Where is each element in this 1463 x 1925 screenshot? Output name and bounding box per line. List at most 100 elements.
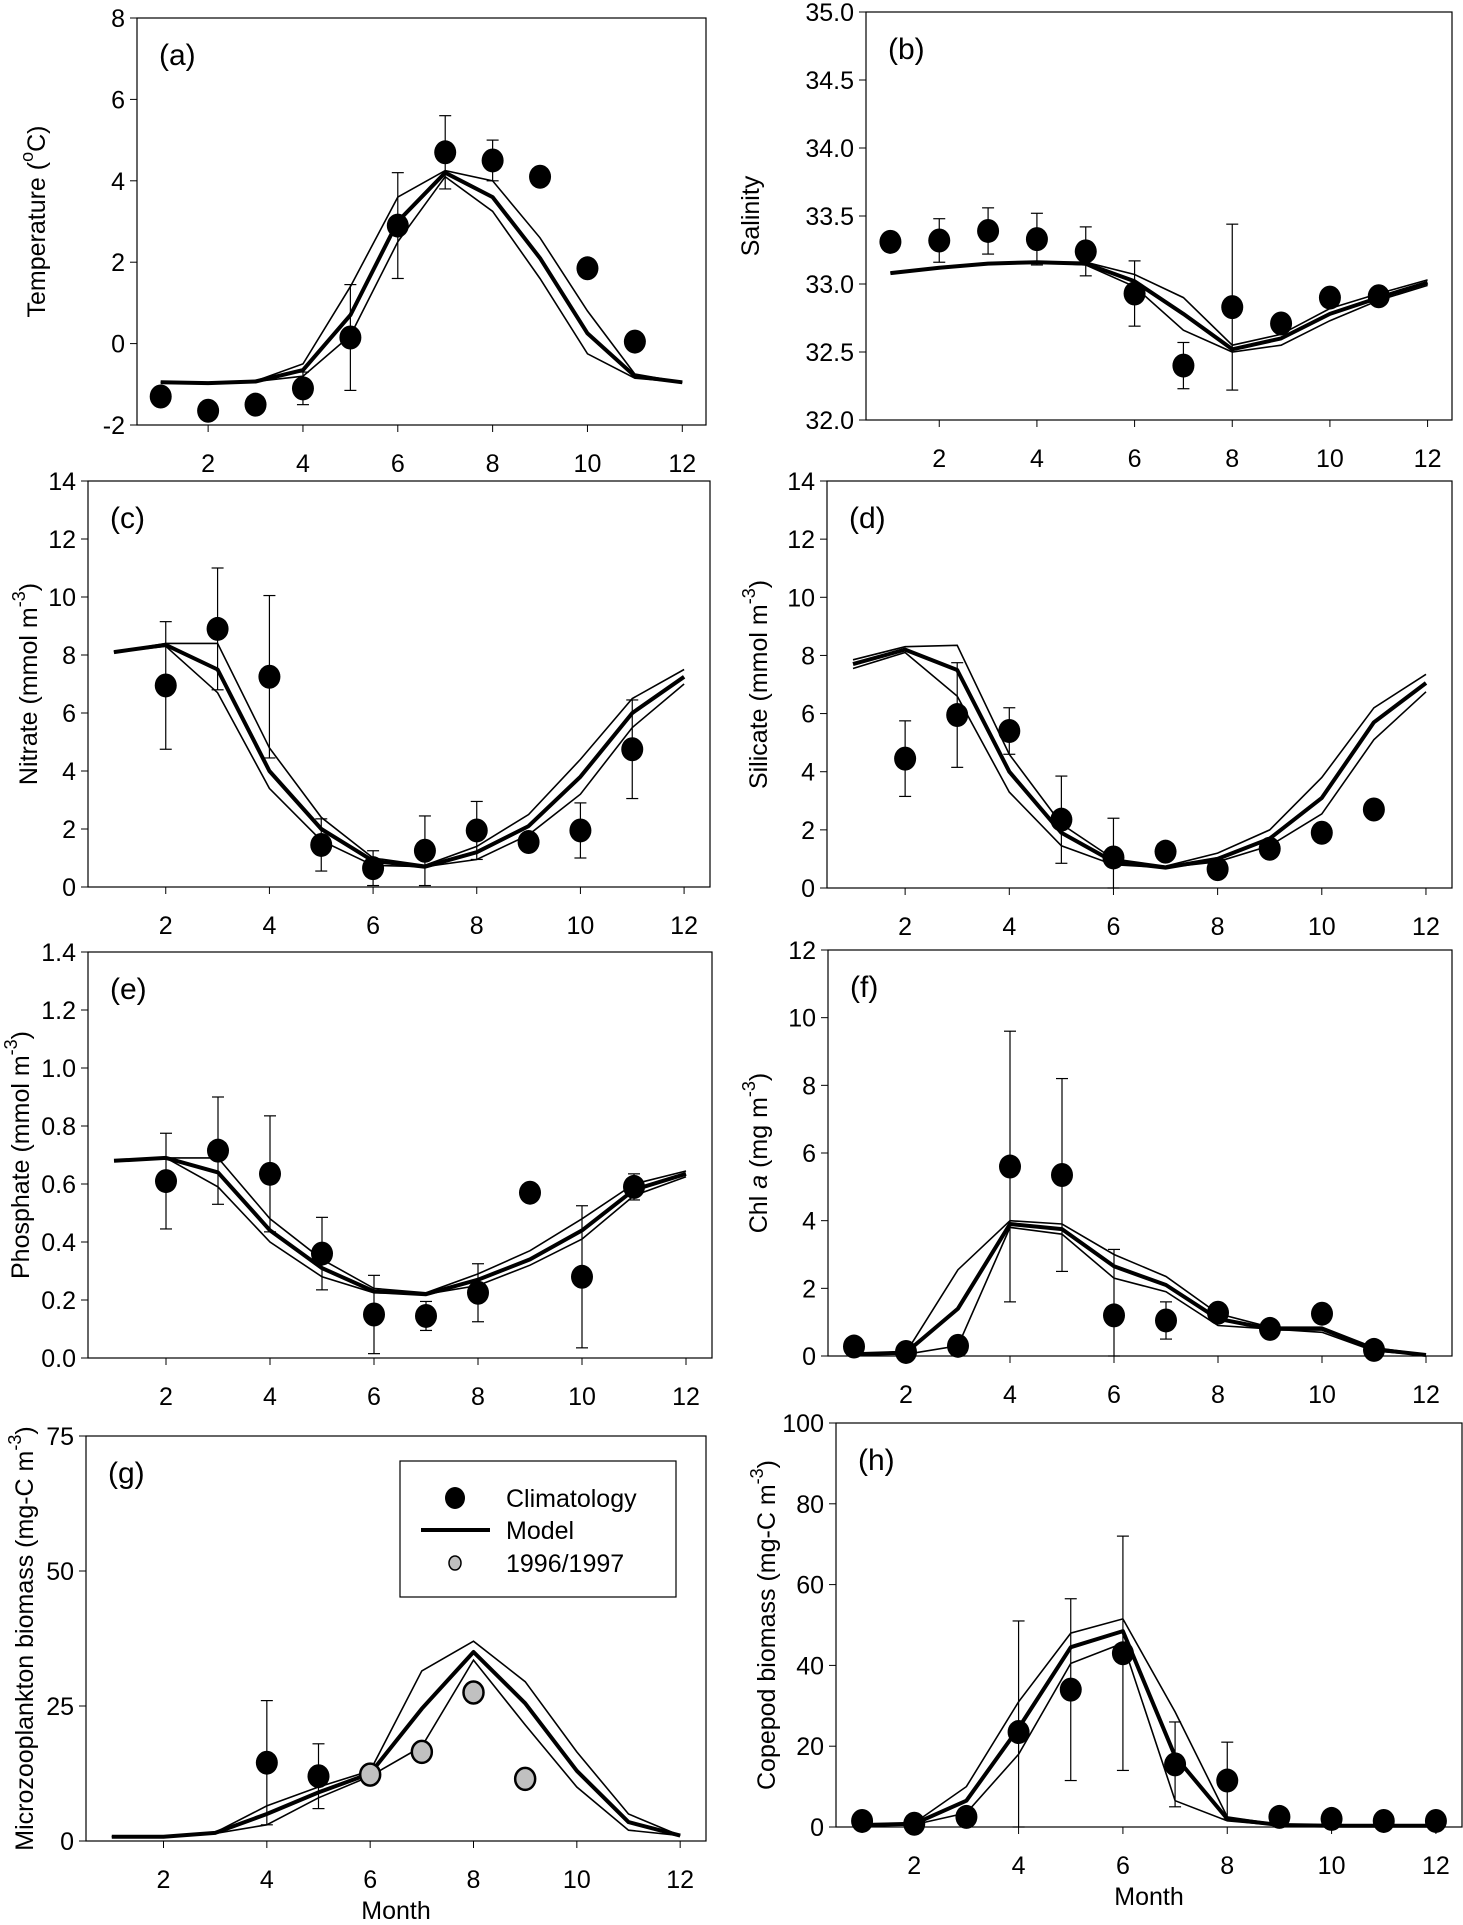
climatology-point bbox=[1025, 227, 1048, 252]
climatology-point bbox=[207, 1138, 229, 1163]
legend-label: Model bbox=[506, 1517, 574, 1545]
legend-label: 1996/1997 bbox=[506, 1550, 624, 1578]
plot-frame bbox=[85, 1435, 707, 1842]
model-upper-line bbox=[113, 642, 685, 867]
climatology-point bbox=[244, 392, 267, 417]
x-tick-label: 4 bbox=[296, 450, 310, 478]
x-tick-label: 6 bbox=[1107, 1381, 1121, 1409]
y-tick-label: 75 bbox=[46, 1423, 74, 1451]
y-tick-label: 4 bbox=[111, 168, 125, 196]
x-tick-label: 2 bbox=[201, 450, 215, 478]
y-axis-title: Salinity bbox=[737, 175, 765, 256]
x-tick-label: 12 bbox=[1412, 913, 1440, 941]
panel-label: (e) bbox=[110, 973, 147, 1006]
y-tick-label: 35.0 bbox=[805, 0, 854, 27]
y-tick-label: 10 bbox=[788, 1005, 816, 1033]
y-tick-label: 8 bbox=[62, 642, 76, 670]
climatology-point bbox=[363, 1302, 385, 1327]
climatology-point bbox=[519, 1180, 541, 1205]
x-tick-label: 10 bbox=[574, 450, 602, 478]
climatology-point bbox=[1362, 797, 1385, 822]
climatology-point bbox=[894, 746, 917, 771]
y-tick-label: 2 bbox=[62, 816, 76, 844]
y-tick-label: 8 bbox=[801, 642, 815, 670]
x-tick-label: 10 bbox=[1316, 445, 1344, 473]
model-lower-line bbox=[113, 1157, 687, 1296]
y-tick-label: 33.0 bbox=[805, 271, 854, 299]
y-tick-label: 4 bbox=[802, 1208, 816, 1236]
climatology-point bbox=[258, 664, 281, 689]
y-tick-label: 10 bbox=[48, 584, 76, 612]
climatology-point bbox=[1268, 1804, 1291, 1829]
climatology-point bbox=[621, 737, 644, 762]
x-tick-label: 12 bbox=[1414, 445, 1442, 473]
climatology-point bbox=[998, 719, 1021, 744]
x-tick-label: 4 bbox=[260, 1866, 274, 1894]
x-tick-label: 6 bbox=[1128, 445, 1142, 473]
y-tick-label: 60 bbox=[796, 1572, 824, 1600]
x-tick-label: 8 bbox=[1211, 1381, 1225, 1409]
y-tick-label: 80 bbox=[796, 1491, 824, 1519]
y-tick-label: 8 bbox=[111, 5, 125, 33]
climatology-point bbox=[947, 1333, 969, 1358]
climatology-point bbox=[977, 218, 1000, 243]
y-tick-label: 0 bbox=[801, 875, 815, 903]
climatology-point bbox=[1059, 1677, 1082, 1702]
model-lower-line bbox=[113, 645, 685, 868]
climatology-point bbox=[879, 229, 902, 254]
climatology-point bbox=[517, 830, 540, 855]
x-tick-label: 4 bbox=[1012, 1852, 1026, 1880]
climatology-point bbox=[149, 384, 172, 409]
y-tick-label: 4 bbox=[801, 759, 815, 787]
y-tick-label: -2 bbox=[103, 412, 125, 440]
climatology-point bbox=[1111, 1641, 1134, 1666]
y-tick-label: 14 bbox=[48, 468, 76, 496]
climatology-point bbox=[1207, 1300, 1229, 1325]
panel-label: (d) bbox=[849, 502, 886, 535]
climatology-point bbox=[1311, 1301, 1333, 1326]
x-tick-label: 6 bbox=[391, 450, 405, 478]
x-tick-label: 12 bbox=[672, 1383, 700, 1411]
climatology-point bbox=[259, 1161, 281, 1186]
y-axis-title: Phosphate (mmol m-3) bbox=[1, 1031, 35, 1279]
climatology-point bbox=[1172, 353, 1195, 378]
climatology-point bbox=[434, 140, 457, 165]
panel-label: (b) bbox=[888, 33, 925, 66]
model-mean-line bbox=[160, 170, 683, 386]
climatology-point bbox=[386, 213, 409, 238]
x-tick-label: 12 bbox=[668, 450, 696, 478]
panel-label: (g) bbox=[108, 1457, 145, 1490]
x-tick-label: 12 bbox=[666, 1866, 694, 1894]
climatology-point bbox=[154, 673, 177, 698]
x-tick-label: 4 bbox=[1003, 1381, 1017, 1409]
y-tick-label: 32.5 bbox=[805, 339, 854, 367]
climatology-point bbox=[895, 1339, 917, 1364]
climatology-point bbox=[1216, 1768, 1239, 1793]
y-tick-label: 8 bbox=[802, 1072, 816, 1100]
panel-d: 0 2 4 6 8 10 12 14 2 4 6 8 10 12 (d) Silicate (mmol m-3… bbox=[739, 468, 1453, 941]
y-tick-label: 6 bbox=[801, 701, 815, 729]
x-tick-label: 8 bbox=[467, 1866, 481, 1894]
y-tick-label: 0 bbox=[62, 874, 76, 902]
panel-label: (h) bbox=[858, 1444, 895, 1477]
climatology-point bbox=[481, 148, 504, 173]
y-tick-label: 0.8 bbox=[41, 1113, 76, 1141]
climatology-point bbox=[1154, 839, 1177, 864]
x-tick-label: 4 bbox=[1030, 445, 1044, 473]
y-axis-title: Microzooplankton biomass (mg-C m-3) bbox=[5, 1426, 39, 1850]
climatology-point bbox=[1164, 1752, 1187, 1777]
y-axis-title: Temperature (oC) bbox=[17, 125, 51, 317]
y-tick-label: 0 bbox=[810, 1814, 824, 1842]
y-tick-label: 0 bbox=[802, 1343, 816, 1371]
y-tick-label: 0 bbox=[111, 331, 125, 359]
x-tick-label: 10 bbox=[563, 1866, 591, 1894]
model-mean-line bbox=[862, 1629, 1436, 1828]
y-tick-label: 12 bbox=[788, 937, 816, 965]
climatology-point bbox=[1318, 285, 1341, 310]
climatology-point bbox=[1372, 1808, 1395, 1833]
x-tick-label: 10 bbox=[1318, 1852, 1346, 1880]
climatology-point bbox=[1320, 1806, 1343, 1831]
obs-1996-1997-point bbox=[410, 1739, 434, 1765]
climatology-point bbox=[1050, 807, 1073, 832]
x-tick-label: 6 bbox=[367, 1383, 381, 1411]
